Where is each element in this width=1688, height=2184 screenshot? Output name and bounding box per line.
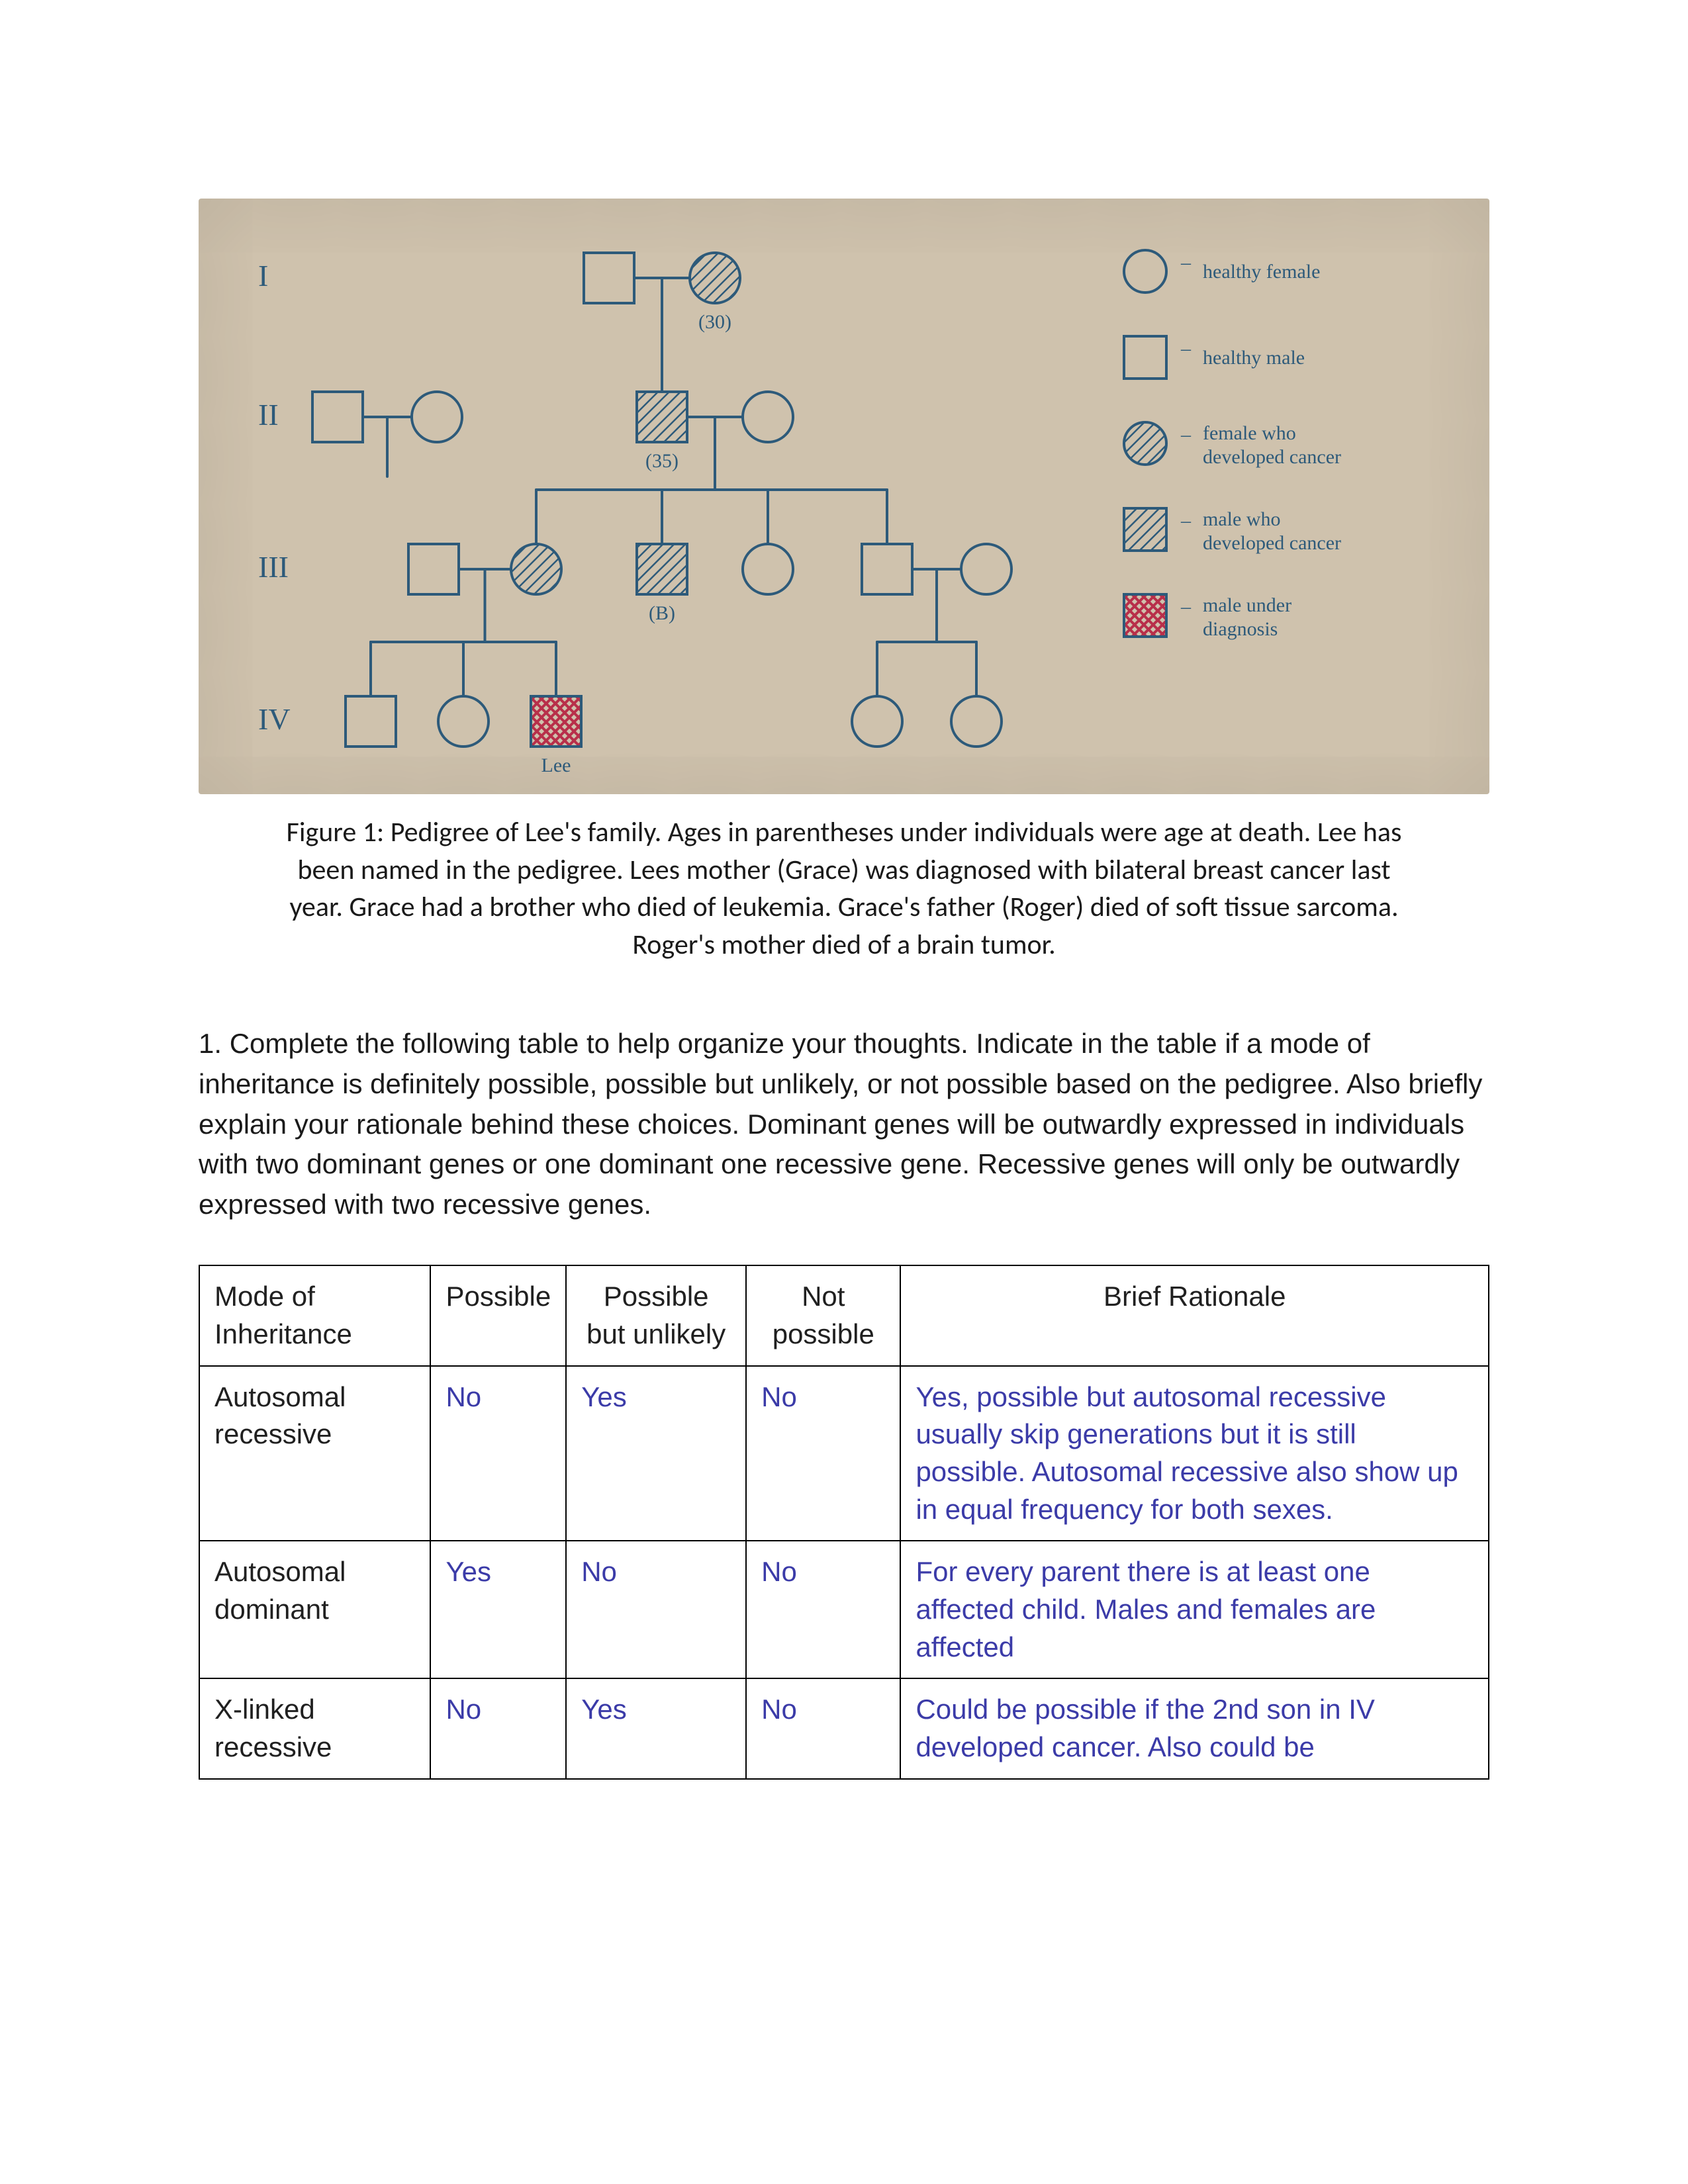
pedigree-svg: IIIIIIIV(30)(35)(B)Lee–healthy female–he… xyxy=(199,199,1489,794)
table-cell: Autosomal recessive xyxy=(199,1366,430,1541)
table-header-row: Mode of Inheritance Possible Possible bu… xyxy=(199,1265,1489,1365)
table-row: Autosomal recessiveNoYesNoYes, possible … xyxy=(199,1366,1489,1541)
svg-text:developed cancer: developed cancer xyxy=(1203,446,1341,468)
col-unlikely: Possible but unlikely xyxy=(566,1265,746,1365)
table-row: X-linked recessiveNoYesNoCould be possib… xyxy=(199,1678,1489,1778)
svg-text:–: – xyxy=(1180,596,1192,617)
table-cell: No xyxy=(746,1541,900,1678)
svg-text:male under: male under xyxy=(1203,594,1291,616)
col-possible: Possible xyxy=(430,1265,566,1365)
table-cell: For every parent there is at least one a… xyxy=(900,1541,1489,1678)
svg-text:III: III xyxy=(258,550,289,584)
svg-text:male who: male who xyxy=(1203,508,1280,530)
svg-text:female who: female who xyxy=(1203,422,1296,444)
svg-text:Lee: Lee xyxy=(541,754,571,776)
col-notposs: Not possible xyxy=(746,1265,900,1365)
inheritance-table: Mode of Inheritance Possible Possible bu… xyxy=(199,1265,1489,1780)
svg-text:–: – xyxy=(1180,510,1192,531)
table-cell: No xyxy=(746,1678,900,1778)
table-cell: X-linked recessive xyxy=(199,1678,430,1778)
svg-text:–: – xyxy=(1180,338,1192,359)
table-cell: No xyxy=(430,1366,566,1541)
figure-caption: Figure 1: Pedigree of Lee's family. Ages… xyxy=(275,814,1413,964)
svg-text:developed cancer: developed cancer xyxy=(1203,532,1341,554)
svg-text:(35): (35) xyxy=(645,450,679,472)
svg-text:I: I xyxy=(258,259,268,293)
svg-text:(30): (30) xyxy=(698,311,731,333)
document-page: IIIIIIIV(30)(35)(B)Lee–healthy female–he… xyxy=(0,0,1688,2184)
table-cell: Yes, possible but autosomal recessive us… xyxy=(900,1366,1489,1541)
question-text: 1. Complete the following table to help … xyxy=(199,1024,1489,1225)
table-cell: Could be possible if the 2nd son in IV d… xyxy=(900,1678,1489,1778)
svg-text:IV: IV xyxy=(258,702,291,736)
pedigree-figure: IIIIIIIV(30)(35)(B)Lee–healthy female–he… xyxy=(199,199,1489,794)
table-cell: Yes xyxy=(566,1366,746,1541)
col-rationale: Brief Rationale xyxy=(900,1265,1489,1365)
table-cell: No xyxy=(566,1541,746,1678)
table-cell: No xyxy=(430,1678,566,1778)
svg-text:healthy male: healthy male xyxy=(1203,347,1305,369)
svg-text:–: – xyxy=(1180,424,1192,445)
table-cell: Autosomal dominant xyxy=(199,1541,430,1678)
table-row: Autosomal dominantYesNoNoFor every paren… xyxy=(199,1541,1489,1678)
svg-text:healthy female: healthy female xyxy=(1203,261,1320,283)
table-cell: No xyxy=(746,1366,900,1541)
svg-text:–: – xyxy=(1180,251,1192,273)
col-mode: Mode of Inheritance xyxy=(199,1265,430,1365)
svg-text:(B): (B) xyxy=(649,602,675,624)
svg-text:II: II xyxy=(258,398,279,432)
table-cell: Yes xyxy=(566,1678,746,1778)
svg-text:diagnosis: diagnosis xyxy=(1203,618,1278,640)
table-cell: Yes xyxy=(430,1541,566,1678)
